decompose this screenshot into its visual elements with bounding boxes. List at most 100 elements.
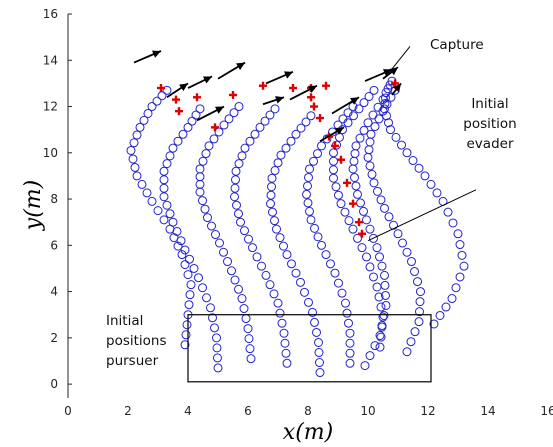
pursuer-point: [203, 213, 212, 223]
pursuer-point: [432, 188, 442, 198]
pursuer-point: [416, 287, 425, 297]
axis-ticks: [68, 13, 72, 385]
pursuer-point: [204, 141, 214, 151]
pursuer-point: [343, 118, 353, 128]
pursuer-point: [219, 120, 229, 130]
x-axis-label: x(m): [283, 420, 333, 445]
arrow-head: [284, 71, 293, 79]
pursuer-point: [173, 241, 183, 251]
evader-pointer: [367, 189, 477, 242]
evader-point: [307, 93, 315, 102]
pursuer-point: [435, 310, 445, 320]
pursuer-point: [212, 333, 221, 343]
pursuer-point: [309, 156, 318, 166]
pursuer-point: [165, 209, 175, 219]
pursuer-point: [137, 179, 147, 189]
pursuer-point: [348, 224, 358, 234]
pursuer-point: [378, 312, 388, 322]
evader-point: [289, 84, 297, 93]
pursuer-point: [376, 332, 386, 342]
pursuer-point: [375, 342, 385, 352]
pursuer-point: [365, 351, 375, 361]
pursuer-trajectory: [363, 85, 425, 357]
x-tick-label: 2: [124, 404, 132, 418]
capture-pointer: [385, 46, 411, 77]
pursuer-point: [130, 162, 140, 172]
pursuer-point: [291, 268, 301, 278]
pursuer-point: [366, 129, 376, 139]
y-tick-label: 4: [50, 285, 58, 299]
pursuer-point: [370, 341, 380, 351]
pursuer-point: [354, 104, 364, 114]
pursuer-point: [369, 272, 378, 282]
pursuer-point: [313, 149, 322, 159]
pursuer-point: [277, 318, 287, 328]
pursuer-point: [261, 270, 271, 280]
pursuer-point: [373, 102, 383, 112]
pursuer-point: [393, 229, 403, 239]
arrow-head: [350, 97, 359, 105]
plot-area: [68, 14, 548, 398]
pursuer-point: [376, 195, 386, 205]
pursuer-point: [331, 182, 341, 192]
pursuer-point: [310, 317, 319, 327]
pursuer-point: [186, 280, 196, 290]
pursuer-point: [244, 234, 253, 244]
pursuer-point: [367, 169, 377, 179]
pursuer-point: [340, 207, 350, 217]
pursuer-point: [198, 283, 207, 293]
pursuer-point: [406, 337, 416, 347]
pursuer-point: [159, 215, 169, 225]
velocity-arrow: [217, 61, 246, 80]
pursuer-point: [414, 317, 424, 327]
pursuer-point: [355, 133, 365, 143]
pursuer-point: [257, 261, 266, 271]
pursuer-point: [381, 290, 390, 300]
evader-point: [259, 81, 267, 90]
arrow-head: [236, 62, 245, 71]
pursuer-point: [255, 122, 265, 132]
arrow-head: [152, 50, 161, 58]
pursuer-point: [279, 328, 289, 338]
pursuer-point: [280, 338, 290, 348]
pursuer-point: [272, 224, 281, 234]
pursuer-point: [246, 354, 256, 364]
arrow-head: [203, 76, 212, 84]
pursuer-point: [389, 220, 398, 230]
pursuer-point: [279, 241, 288, 251]
pursuer-point: [337, 288, 347, 298]
pursuer-point: [305, 206, 314, 216]
pursuer-point: [185, 290, 195, 300]
pursuer-point: [240, 143, 250, 153]
pursuer-label: positions: [106, 333, 167, 349]
arrow-head: [392, 83, 401, 93]
pursuer-point: [344, 216, 354, 226]
pursuer-point: [457, 250, 467, 260]
pursuer-point: [224, 114, 234, 124]
pursuer-point: [275, 308, 285, 318]
pursuer-point: [414, 163, 424, 173]
pursuer-point: [351, 181, 361, 191]
pursuer-point: [234, 102, 244, 112]
pursuer-point: [326, 259, 335, 269]
pursuer-point: [345, 358, 355, 368]
x-tick-label: 14: [480, 404, 495, 418]
pursuer-point: [415, 307, 424, 317]
pursuer-point: [370, 122, 380, 132]
x-tick-label: 16: [540, 404, 553, 418]
pursuer-point: [365, 262, 375, 272]
pursuer-point: [195, 164, 205, 174]
pursuer-point: [206, 303, 215, 313]
pursuer-point: [377, 261, 387, 271]
annotations: Capture Initial position evader Initial posit…: [106, 37, 517, 369]
pursuer-point: [281, 143, 291, 153]
pursuer-point: [147, 196, 157, 206]
pursuer-trajectories: [126, 76, 469, 378]
pursuer-point: [183, 122, 193, 132]
y-tick-label: 16: [43, 7, 58, 21]
pursuer-point: [270, 166, 280, 176]
pursuer-point: [443, 207, 453, 217]
pursuer-point: [380, 280, 390, 290]
pursuer-point: [126, 145, 136, 155]
pursuer-point: [303, 181, 312, 191]
